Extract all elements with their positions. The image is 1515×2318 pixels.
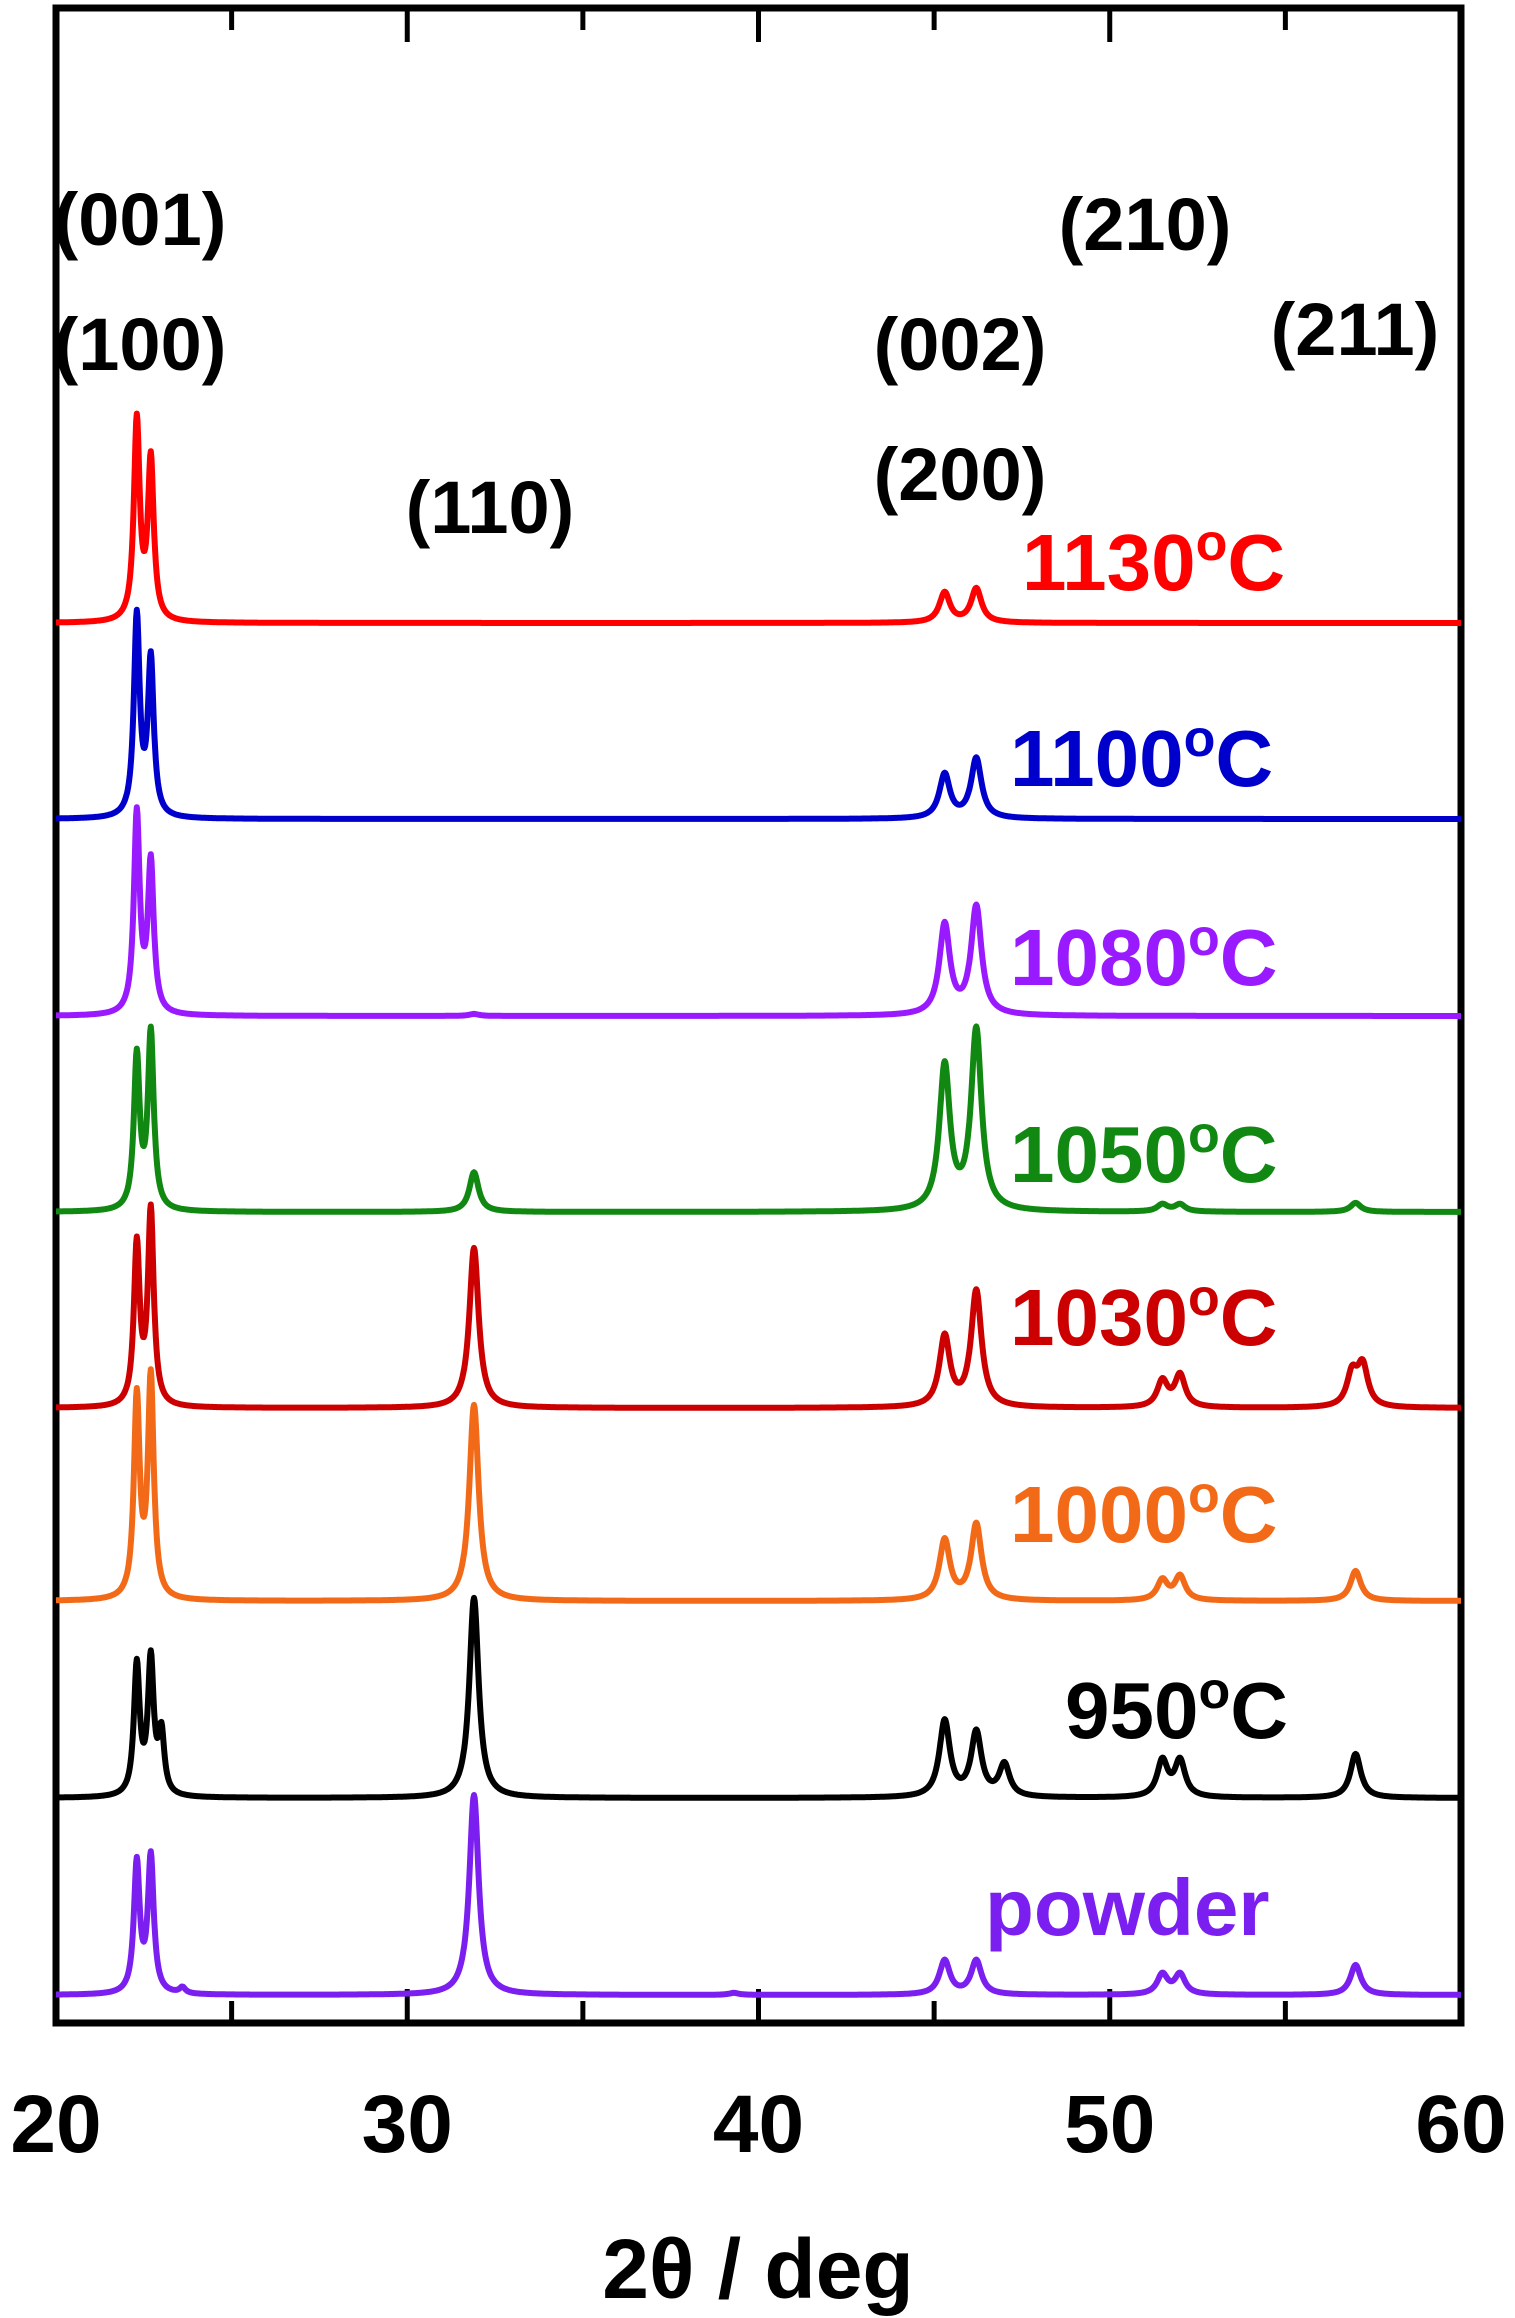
trace-6	[53, 1594, 1464, 1801]
series-label-value: 1000	[1010, 1470, 1188, 1559]
series-label: 1030oC	[1010, 1269, 1278, 1362]
series-label-value: 1050	[1010, 1110, 1188, 1199]
peak-label: (002)	[874, 303, 1047, 386]
trace-7	[53, 1792, 1464, 1998]
celsius-unit: C	[1215, 714, 1273, 803]
degree-sign: o	[1188, 1106, 1220, 1164]
trace-3	[53, 1023, 1464, 1215]
trace-2	[53, 804, 1464, 1019]
peak-label: (200)	[874, 433, 1047, 516]
peak-label: (100)	[54, 303, 227, 386]
series-label-value: 1130	[1022, 518, 1196, 607]
series-label: 1000oC	[1010, 1466, 1278, 1559]
series-label-value: 1100	[1010, 714, 1184, 803]
x-tick-label: 30	[362, 2079, 453, 2170]
degree-sign: o	[1188, 1466, 1220, 1524]
peak-label: (210)	[1059, 183, 1232, 266]
series-label: 1100oC	[1010, 710, 1273, 803]
peak-label: (110)	[406, 466, 575, 549]
series-label-value: 950	[1065, 1666, 1198, 1755]
celsius-unit: C	[1227, 518, 1285, 607]
x-tick-label: 40	[713, 2079, 804, 2170]
celsius-unit: C	[1220, 1273, 1278, 1362]
series-label-value: 1080	[1010, 913, 1188, 1002]
series-label: 1080oC	[1010, 909, 1278, 1002]
peak-label: (001)	[54, 178, 227, 261]
series-label: 950oC	[1065, 1662, 1288, 1755]
series-label: 1130oC	[1022, 514, 1285, 607]
degree-sign: o	[1188, 909, 1220, 967]
x-tick-label: 50	[1064, 2079, 1155, 2170]
series-label-value: powder	[985, 1863, 1269, 1952]
trace-1	[53, 606, 1464, 822]
degree-sign: o	[1184, 710, 1216, 768]
series-traces	[53, 410, 1464, 1998]
series-label-value: 1030	[1010, 1273, 1188, 1362]
x-tick-labels: 20 30 40 50 60	[10, 2079, 1506, 2170]
celsius-unit: C	[1220, 1110, 1278, 1199]
peak-annotations: (001) (100) (110) (002) (200) (210) (211)	[54, 178, 1440, 549]
series-label: powder	[985, 1863, 1269, 1952]
trace-4	[53, 1201, 1464, 1411]
degree-sign: o	[1196, 514, 1228, 572]
series-label: 1050oC	[1010, 1106, 1278, 1199]
x-axis-label: 2θ / deg	[602, 2222, 913, 2316]
peak-label: (211)	[1271, 288, 1440, 371]
x-tick-label: 20	[10, 2079, 101, 2170]
trace-0	[53, 410, 1464, 626]
celsius-unit: C	[1230, 1666, 1288, 1755]
celsius-unit: C	[1220, 913, 1278, 1002]
series-labels: 1130oC1100oC1080oC1050oC1030oC1000oC950o…	[985, 514, 1288, 1952]
trace-5	[53, 1366, 1464, 1604]
degree-sign: o	[1198, 1662, 1230, 1720]
degree-sign: o	[1188, 1269, 1220, 1327]
x-tick-label: 60	[1415, 2079, 1506, 2170]
celsius-unit: C	[1220, 1470, 1278, 1559]
